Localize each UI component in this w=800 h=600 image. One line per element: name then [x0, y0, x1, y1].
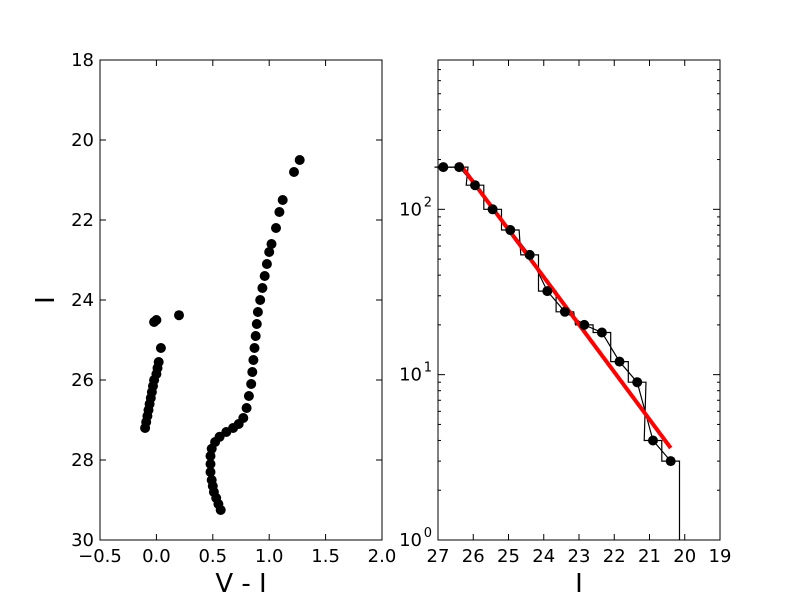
cmd-point: [277, 195, 288, 205]
cmd-point: [241, 403, 252, 413]
cmd-y-tick-label: 24: [71, 290, 94, 311]
lf-y-tick-label: 10 0: [399, 526, 432, 551]
lf-point: [454, 162, 465, 173]
cmd-x-tick-label: 1.0: [255, 546, 284, 567]
lf-point: [559, 306, 570, 317]
cmd-y-tick-label: 26: [71, 370, 94, 391]
lf-y-tick-label: 10 1: [399, 361, 432, 386]
cmd-point: [238, 413, 249, 423]
cmd-y-tick-label: 20: [71, 130, 94, 151]
lf-step-histogram: [434, 166, 681, 540]
cmd-x-axis-label: V - I: [215, 569, 266, 599]
cmd-points: [140, 155, 305, 515]
cmd-x-tick-label: 1.5: [311, 546, 340, 567]
lf-point: [505, 225, 516, 235]
lf-point: [470, 180, 480, 191]
cmd-point: [206, 475, 217, 485]
cmd-y-ticks: 18 20 22 24 26 28 30: [71, 50, 382, 551]
cmd-point: [252, 307, 263, 317]
cmd-x-tick-label: −0.5: [78, 546, 122, 567]
lf-connecting-line: [443, 166, 672, 462]
cmd-point: [274, 207, 285, 217]
cmd-y-tick-label: 30: [71, 530, 94, 551]
cmd-frame: [99, 59, 383, 541]
lf-x-tick-label: 20: [673, 546, 696, 567]
cmd-point: [266, 239, 277, 249]
cmd-point: [255, 295, 266, 305]
cmd-point: [257, 283, 268, 293]
lf-point: [438, 162, 449, 173]
lf-points: [438, 162, 676, 467]
cmd-point: [153, 357, 164, 367]
lf-line-path: [443, 166, 672, 462]
lf-point: [665, 456, 676, 467]
lf-y-tick-label: 10 2: [399, 195, 432, 220]
cmd-y-tick-label: 18: [71, 50, 94, 71]
cmd-point: [261, 259, 272, 269]
lf-frame: [437, 59, 721, 541]
cmd-point: [151, 315, 162, 325]
cmd-x-tick-label: 0.5: [198, 546, 227, 567]
lf-point: [614, 356, 625, 367]
cmd-x-ticks: −0.5 0.0 0.5 1.0 1.5 2.0: [78, 60, 396, 567]
lf-x-tick-label: 22: [603, 546, 626, 567]
cmd-point: [289, 167, 299, 177]
lf-point: [542, 286, 553, 297]
lf-x-axis-label: I: [575, 569, 583, 599]
cmd-point: [155, 343, 166, 353]
cmd-point: [294, 155, 305, 165]
cmd-point: [250, 331, 261, 341]
cmd-x-tick-label: 2.0: [368, 546, 397, 567]
cmd-point: [248, 355, 259, 365]
cmd-point: [249, 343, 260, 353]
cmd-point: [251, 319, 262, 329]
lf-point: [632, 377, 643, 388]
cmd-point: [205, 467, 216, 477]
lf-point: [579, 319, 590, 330]
cmd-panel: −0.5 0.0 0.5 1.0 1.5 2.0 18 20 22 24 26 28 30 V - I…: [31, 50, 396, 599]
cmd-point: [259, 271, 270, 281]
cmd-y-axis-label: I: [31, 296, 61, 304]
cmd-point: [205, 459, 216, 469]
lf-x-tick-label: 19: [709, 546, 732, 567]
lf-point: [487, 204, 498, 215]
cmd-point: [247, 367, 258, 377]
cmd-point: [243, 391, 254, 401]
cmd-point: [264, 247, 275, 257]
lf-point: [596, 327, 607, 338]
lf-x-ticks: 27 26 25 24 23 22 21 20 19: [427, 60, 732, 567]
lf-x-tick-label: 24: [532, 546, 555, 567]
lf-x-tick-label: 26: [462, 546, 485, 567]
lf-point: [648, 435, 658, 446]
cmd-point: [174, 310, 184, 321]
lf-x-tick-label: 25: [497, 546, 520, 567]
lf-step-path: [434, 166, 681, 540]
cmd-y-tick-label: 28: [71, 450, 94, 471]
lf-point: [524, 249, 535, 260]
lf-x-tick-label: 21: [638, 546, 661, 567]
lf-x-tick-label: 23: [568, 546, 591, 567]
cmd-point: [271, 223, 281, 233]
cmd-point: [246, 379, 257, 389]
cmd-y-tick-label: 22: [71, 210, 94, 231]
lf-x-tick-label: 27: [427, 546, 450, 567]
cmd-x-tick-label: 0.0: [142, 546, 171, 567]
